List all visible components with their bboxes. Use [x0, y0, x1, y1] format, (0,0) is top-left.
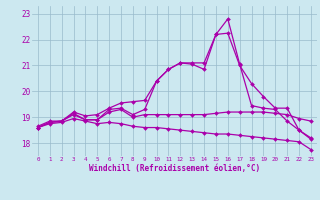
- X-axis label: Windchill (Refroidissement éolien,°C): Windchill (Refroidissement éolien,°C): [89, 164, 260, 173]
